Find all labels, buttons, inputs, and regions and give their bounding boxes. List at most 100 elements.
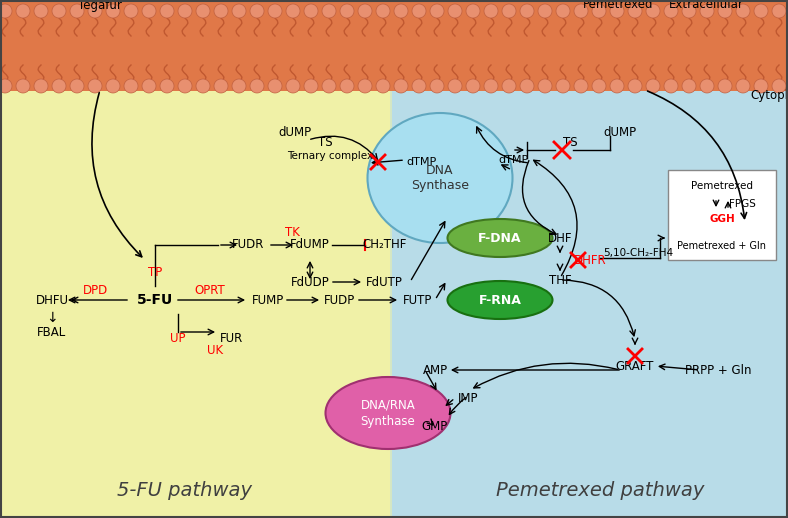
Text: 5-FU pathway: 5-FU pathway bbox=[117, 481, 252, 499]
Circle shape bbox=[394, 79, 408, 93]
Circle shape bbox=[0, 4, 12, 18]
Text: FUDP: FUDP bbox=[325, 294, 355, 307]
Text: FUR: FUR bbox=[221, 332, 243, 344]
Bar bbox=[394, 0, 396, 518]
Circle shape bbox=[772, 79, 786, 93]
Text: Pemetrexed: Pemetrexed bbox=[691, 181, 753, 191]
Circle shape bbox=[0, 79, 12, 93]
Circle shape bbox=[754, 79, 768, 93]
Text: DNA: DNA bbox=[426, 164, 454, 177]
Circle shape bbox=[124, 79, 138, 93]
Circle shape bbox=[628, 79, 642, 93]
Text: TS: TS bbox=[318, 137, 333, 150]
Bar bbox=[414, 0, 415, 518]
Bar bbox=[437, 0, 438, 518]
Circle shape bbox=[286, 4, 300, 18]
Circle shape bbox=[160, 79, 174, 93]
Circle shape bbox=[592, 79, 606, 93]
Circle shape bbox=[628, 4, 642, 18]
Circle shape bbox=[322, 4, 336, 18]
Bar bbox=[432, 0, 433, 518]
Circle shape bbox=[16, 4, 30, 18]
Bar bbox=[390, 0, 788, 518]
Text: DNA/RNA: DNA/RNA bbox=[361, 398, 415, 411]
Text: THF: THF bbox=[548, 274, 571, 286]
Bar bbox=[410, 0, 411, 518]
Bar bbox=[396, 0, 397, 518]
Text: FdUMP: FdUMP bbox=[290, 238, 330, 252]
Circle shape bbox=[160, 4, 174, 18]
Circle shape bbox=[646, 79, 660, 93]
Bar bbox=[435, 0, 437, 518]
Bar bbox=[440, 0, 441, 518]
Ellipse shape bbox=[367, 113, 512, 243]
Circle shape bbox=[718, 79, 732, 93]
Text: CH₂THF: CH₂THF bbox=[362, 238, 407, 252]
Text: Pemetrexed: Pemetrexed bbox=[583, 0, 653, 11]
Bar bbox=[433, 0, 434, 518]
Text: Pemetrexed + Gln: Pemetrexed + Gln bbox=[678, 241, 767, 251]
Circle shape bbox=[340, 4, 354, 18]
Text: FdUDP: FdUDP bbox=[291, 276, 329, 289]
Text: OPRT: OPRT bbox=[195, 283, 225, 296]
Circle shape bbox=[538, 79, 552, 93]
Text: TS: TS bbox=[563, 137, 578, 150]
Bar bbox=[434, 0, 435, 518]
Circle shape bbox=[106, 79, 120, 93]
Circle shape bbox=[304, 4, 318, 18]
Text: FdUTP: FdUTP bbox=[366, 276, 403, 289]
Bar bbox=[393, 0, 394, 518]
Text: DHF: DHF bbox=[548, 232, 572, 244]
Circle shape bbox=[196, 79, 210, 93]
Text: Cytoplasm: Cytoplasm bbox=[750, 89, 788, 102]
Ellipse shape bbox=[448, 281, 552, 319]
Bar bbox=[392, 0, 393, 518]
Bar bbox=[426, 0, 427, 518]
Text: GRAFT: GRAFT bbox=[615, 359, 654, 372]
Circle shape bbox=[250, 79, 264, 93]
Circle shape bbox=[664, 79, 678, 93]
Bar bbox=[448, 0, 449, 518]
Circle shape bbox=[178, 79, 192, 93]
Circle shape bbox=[52, 4, 66, 18]
Circle shape bbox=[358, 4, 372, 18]
Bar bbox=[429, 0, 430, 518]
Bar bbox=[402, 0, 403, 518]
Text: 5-FU: 5-FU bbox=[137, 293, 173, 307]
Bar bbox=[405, 0, 406, 518]
Circle shape bbox=[70, 4, 84, 18]
Circle shape bbox=[250, 4, 264, 18]
Circle shape bbox=[718, 4, 732, 18]
Bar bbox=[418, 0, 419, 518]
Text: FUTP: FUTP bbox=[403, 294, 433, 307]
Circle shape bbox=[682, 79, 696, 93]
Circle shape bbox=[430, 4, 444, 18]
Text: F-RNA: F-RNA bbox=[478, 294, 522, 307]
Circle shape bbox=[232, 4, 246, 18]
Circle shape bbox=[124, 4, 138, 18]
Bar bbox=[422, 0, 423, 518]
Text: DHFR: DHFR bbox=[574, 253, 606, 266]
Bar bbox=[425, 0, 426, 518]
Circle shape bbox=[376, 79, 390, 93]
Text: DHFU: DHFU bbox=[35, 294, 69, 307]
Circle shape bbox=[70, 79, 84, 93]
Circle shape bbox=[556, 79, 570, 93]
Circle shape bbox=[574, 4, 588, 18]
Text: Extracellular: Extracellular bbox=[668, 0, 743, 11]
Ellipse shape bbox=[448, 219, 552, 257]
Circle shape bbox=[268, 4, 282, 18]
Bar bbox=[442, 0, 443, 518]
Circle shape bbox=[88, 4, 102, 18]
Bar bbox=[439, 0, 440, 518]
Text: Synthase: Synthase bbox=[411, 180, 469, 193]
Bar bbox=[412, 0, 413, 518]
Text: Ternary complex: Ternary complex bbox=[287, 151, 373, 161]
Circle shape bbox=[322, 79, 336, 93]
Circle shape bbox=[556, 4, 570, 18]
Text: FUDR: FUDR bbox=[232, 238, 264, 252]
Bar bbox=[407, 0, 408, 518]
Circle shape bbox=[286, 79, 300, 93]
Text: dUMP: dUMP bbox=[278, 126, 311, 139]
Bar bbox=[423, 0, 424, 518]
